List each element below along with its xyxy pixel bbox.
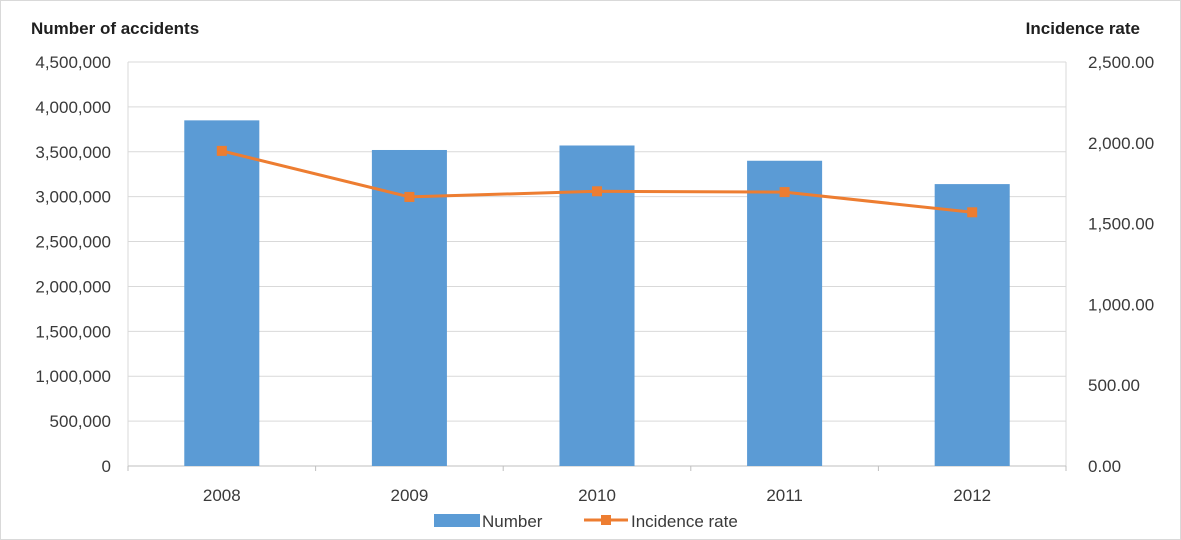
y-tick-label: 1,000,000 xyxy=(35,367,111,386)
bar xyxy=(559,145,635,466)
incidence-rate-point xyxy=(404,191,415,202)
y-tick-label: 3,500,000 xyxy=(35,143,111,162)
right-axis-title: Incidence rate xyxy=(1026,19,1140,38)
y-tick-label: 4,000,000 xyxy=(35,98,111,117)
incidence-rate-point xyxy=(967,207,978,218)
bar xyxy=(747,160,823,466)
bar xyxy=(184,120,260,466)
x-tick-label: 2012 xyxy=(953,486,991,505)
y2-tick-label: 1,000.00 xyxy=(1088,295,1154,314)
incidence-rate-point xyxy=(216,145,227,156)
y-tick-label: 0 xyxy=(102,457,111,476)
legend-label-number: Number xyxy=(482,512,543,531)
left-axis-title: Number of accidents xyxy=(31,19,199,38)
y-tick-label: 2,000,000 xyxy=(35,277,111,296)
y2-tick-label: 0.00 xyxy=(1088,457,1121,476)
y2-tick-label: 2,000.00 xyxy=(1088,134,1154,153)
incidence-rate-point xyxy=(592,186,602,197)
y-tick-label: 2,500,000 xyxy=(35,233,111,252)
y-tick-label: 3,000,000 xyxy=(35,188,111,207)
line-series xyxy=(216,145,978,218)
y2-tick-label: 500.00 xyxy=(1088,376,1140,395)
x-tick-label: 2008 xyxy=(203,486,241,505)
x-tick-label: 2011 xyxy=(766,486,803,505)
y-tick-label: 4,500,000 xyxy=(35,53,111,72)
y2-tick-label: 1,500.00 xyxy=(1088,215,1154,234)
bar xyxy=(934,184,1010,466)
y-tick-label: 500,000 xyxy=(50,412,111,431)
legend-marker-incidence xyxy=(601,515,611,525)
bar xyxy=(371,149,447,466)
y-tick-label: 1,500,000 xyxy=(35,322,111,341)
x-tick-label: 2009 xyxy=(390,486,428,505)
legend-swatch-number xyxy=(434,514,480,527)
legend-label-incidence: Incidence rate xyxy=(631,512,738,531)
bar-series xyxy=(184,120,1010,466)
incidence-rate-point xyxy=(779,187,790,198)
y2-tick-label: 2,500.00 xyxy=(1088,53,1154,72)
x-tick-label: 2010 xyxy=(578,486,616,505)
legend: Number Incidence rate xyxy=(434,512,738,531)
axis-ticks: 0 500,000 1,000,000 1,500,000 2,000,000 2,500… xyxy=(35,53,1154,505)
